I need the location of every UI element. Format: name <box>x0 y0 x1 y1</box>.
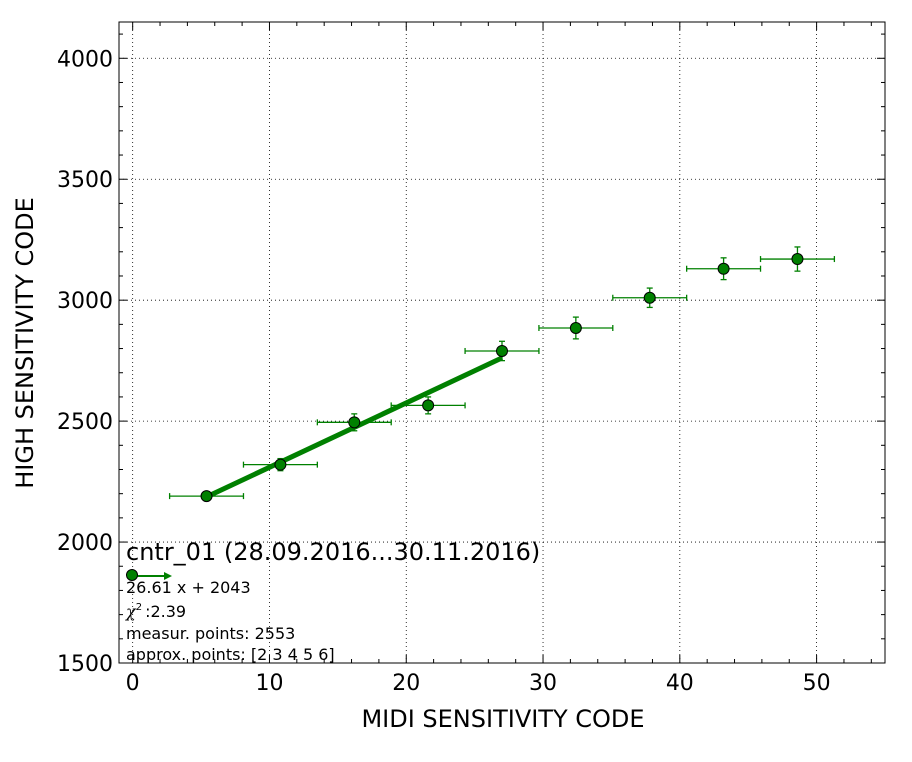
chi-power: 2 <box>136 602 142 613</box>
legend-marker <box>126 569 138 581</box>
data-point <box>200 490 213 503</box>
y-tick-label: 3000 <box>57 289 113 314</box>
data-point <box>791 253 804 266</box>
y-tick-label: 1500 <box>57 652 113 677</box>
legend-chi-square: χ2:2.39 <box>125 602 186 621</box>
x-tick-label: 20 <box>392 671 420 696</box>
y-tick-label: 4000 <box>57 47 113 72</box>
legend-arrow-icon <box>164 572 172 580</box>
legend-equation: 26.61 x + 2043 <box>126 578 251 597</box>
y-axis-label: HIGH SENSITIVITY CODE <box>11 197 39 489</box>
x-axis-label: MIDI SENSITIVITY CODE <box>361 705 644 733</box>
legend: cntr_01 (28.09.2016...30.11.2016) 26.61 … <box>125 538 540 664</box>
legend-title: cntr_01 (28.09.2016...30.11.2016) <box>126 538 540 566</box>
major-ticks <box>119 22 885 664</box>
x-tick-label: 30 <box>529 671 557 696</box>
data-points <box>200 253 804 503</box>
y-tick-label: 3500 <box>57 168 113 193</box>
chi-symbol: χ <box>125 602 137 621</box>
y-tick-label: 2500 <box>57 410 113 435</box>
x-tick-label: 10 <box>255 671 283 696</box>
data-point <box>422 399 435 412</box>
data-point <box>569 321 582 334</box>
chi-value: :2.39 <box>145 602 186 621</box>
x-tick-label: 50 <box>803 671 831 696</box>
x-tick-label: 0 <box>126 671 140 696</box>
legend-approx-points: approx. points: [2 3 4 5 6] <box>126 645 335 664</box>
tick-labels: 0 10 20 30 40 50 1500 2000 2500 3000 3500 4000 <box>57 47 831 696</box>
x-tick-label: 40 <box>666 671 694 696</box>
y-tick-label: 2000 <box>57 531 113 556</box>
data-point <box>643 291 656 304</box>
data-point <box>274 458 287 471</box>
axes-frame <box>118 21 886 664</box>
data-point <box>717 262 730 275</box>
data-point <box>348 416 361 429</box>
legend-measur-points: measur. points: 2553 <box>126 624 295 643</box>
grid-lines <box>119 22 885 664</box>
data-point <box>496 344 508 357</box>
